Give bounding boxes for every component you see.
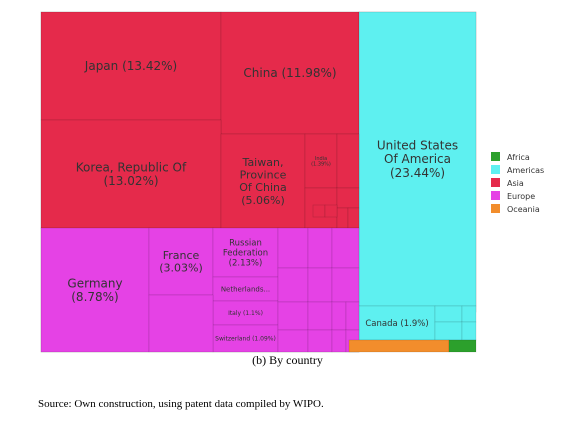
tile-switzerland-label: Switzerland (1.09%) (215, 336, 276, 343)
small-tile (277, 301, 309, 331)
legend-swatch-europe (491, 191, 500, 200)
tile-japan-label: Japan (13.42%) (84, 59, 177, 73)
small-tile (461, 305, 477, 323)
small-tile (277, 267, 309, 303)
tile-russia-label: Russian Federation (2.13%) (223, 239, 268, 269)
tile-france-label: France (3.03%) (159, 249, 203, 275)
small-tile (277, 329, 309, 353)
legend: Africa Americas Asia Europe Oceania (491, 152, 544, 214)
legend-label-asia: Asia (507, 179, 524, 188)
tile-africa (448, 339, 477, 353)
legend-label-oceania: Oceania (507, 205, 540, 214)
tile-oceania (348, 339, 450, 353)
small-tile (336, 207, 349, 229)
legend-label-europe: Europe (507, 192, 535, 201)
tile-netherlands-label: Netherlands... (221, 285, 270, 293)
tile-taiwan (220, 133, 306, 229)
treemap-chart: Japan (13.42%) China (11.98%) Korea, Repub… (40, 11, 544, 353)
small-tile (336, 133, 360, 189)
legend-swatch-asia (491, 178, 500, 187)
small-tile (324, 204, 338, 218)
small-tile (345, 301, 360, 331)
small-tile (307, 267, 333, 303)
tile-usa-label: United States Of America (23.44%) (377, 138, 458, 180)
tiles-layer (40, 11, 477, 353)
small-tile (331, 329, 347, 353)
small-tile (336, 187, 360, 209)
small-tile (307, 301, 333, 331)
small-tile (461, 321, 477, 341)
figure-caption: (b) By country (252, 353, 323, 367)
small-tile (148, 294, 214, 353)
tile-italy-label: Italy (1.1%) (228, 310, 263, 317)
tile-china-label: China (11.98%) (243, 66, 336, 80)
tile-taiwan-label: Taiwan, Province Of China (5.06%) (239, 156, 286, 207)
labels-layer: Japan (13.42%) China (11.98%) Korea, Repub… (67, 59, 458, 342)
tile-korea-label: Korea, Republic Of (13.02%) (76, 160, 187, 188)
small-tile (331, 227, 360, 269)
small-tile (331, 267, 360, 303)
small-tile (312, 204, 326, 218)
small-tile (434, 321, 463, 341)
legend-swatch-oceania (491, 204, 500, 213)
legend-swatch-americas (491, 165, 500, 174)
tile-india-label: India (1.39%) (311, 156, 331, 168)
source-note: Source: Own construction, using patent d… (38, 398, 324, 410)
legend-label-africa: Africa (507, 153, 530, 162)
tile-italy (212, 300, 279, 326)
tile-germany-label: Germany (8.78%) (67, 276, 122, 304)
legend-swatch-africa (491, 152, 500, 161)
tile-china (220, 11, 360, 135)
small-tile (331, 301, 347, 331)
tile-japan (40, 11, 222, 121)
tile-russia (212, 227, 279, 278)
tile-india (304, 133, 338, 189)
legend-label-americas: Americas (507, 166, 544, 175)
small-tile (347, 207, 360, 229)
small-tile (434, 305, 463, 323)
tile-korea (40, 119, 222, 229)
small-tile (307, 329, 333, 353)
tile-canada-label: Canada (1.9%) (365, 319, 428, 329)
small-tile (277, 227, 309, 269)
small-tile (307, 227, 333, 269)
tile-germany (40, 227, 150, 353)
